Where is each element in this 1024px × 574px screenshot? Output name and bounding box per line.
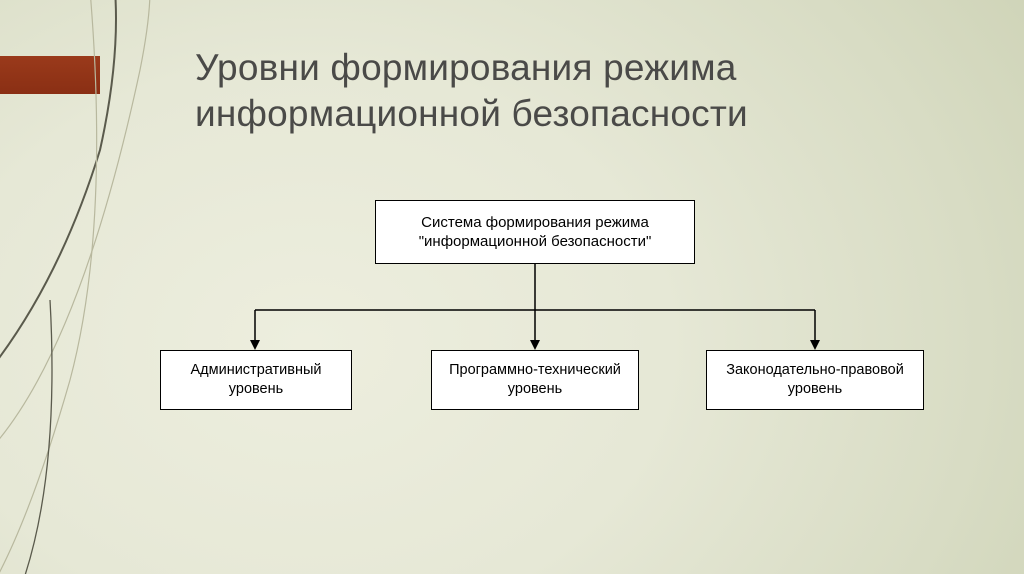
slide: Уровни формирования режима информационно… — [0, 0, 1024, 574]
root-node-label: Система формирования режима "информацион… — [382, 213, 688, 252]
slide-title: Уровни формирования режима информационно… — [195, 45, 915, 138]
hierarchy-chart: Система формирования режима "информацион… — [160, 200, 910, 480]
child-node-label: Административный уровень — [167, 361, 345, 399]
child-node-legal: Законодательно-правовой уровень — [706, 350, 924, 410]
accent-bar — [0, 56, 100, 94]
child-node-label: Законодательно-правовой уровень — [713, 361, 917, 399]
child-node-admin: Административный уровень — [160, 350, 352, 410]
root-node: Система формирования режима "информацион… — [375, 200, 695, 264]
child-node-label: Программно-технический уровень — [438, 361, 632, 399]
child-node-software-tech: Программно-технический уровень — [431, 350, 639, 410]
